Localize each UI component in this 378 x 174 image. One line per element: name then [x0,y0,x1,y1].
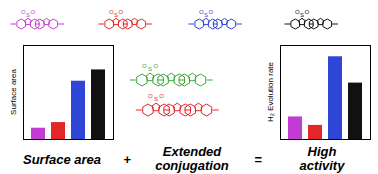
svg-text:O: O [153,63,158,69]
svg-text:O: O [142,63,147,69]
svg-text:High: High [308,144,337,159]
svg-text:O: O [148,93,153,99]
svg-text:activity: activity [300,158,346,173]
svg-text:O: O [198,8,204,15]
svg-text:O: O [118,9,123,15]
svg-text:O: O [30,9,35,15]
svg-text:Surface area: Surface area [9,69,18,115]
svg-text:S: S [26,12,30,18]
svg-text:H₂ Evolution rate: H₂ Evolution rate [266,61,275,122]
svg-text:S: S [148,66,152,72]
svg-text:S: S [300,12,304,18]
svg-text:S: S [204,12,208,18]
svg-text:O: O [159,93,164,99]
svg-text:Surface area: Surface area [23,152,101,167]
svg-text:O: O [304,9,309,15]
svg-text:O: O [108,8,114,15]
svg-text:+: + [123,152,131,167]
svg-text:Extended: Extended [163,144,223,159]
svg-text:S: S [114,12,118,18]
svg-text:=: = [254,152,262,167]
svg-text:O: O [294,8,300,15]
svg-text:S: S [154,96,158,102]
svg-text:conjugation: conjugation [155,158,229,173]
svg-text:O: O [208,9,213,15]
svg-text:O: O [20,8,26,15]
